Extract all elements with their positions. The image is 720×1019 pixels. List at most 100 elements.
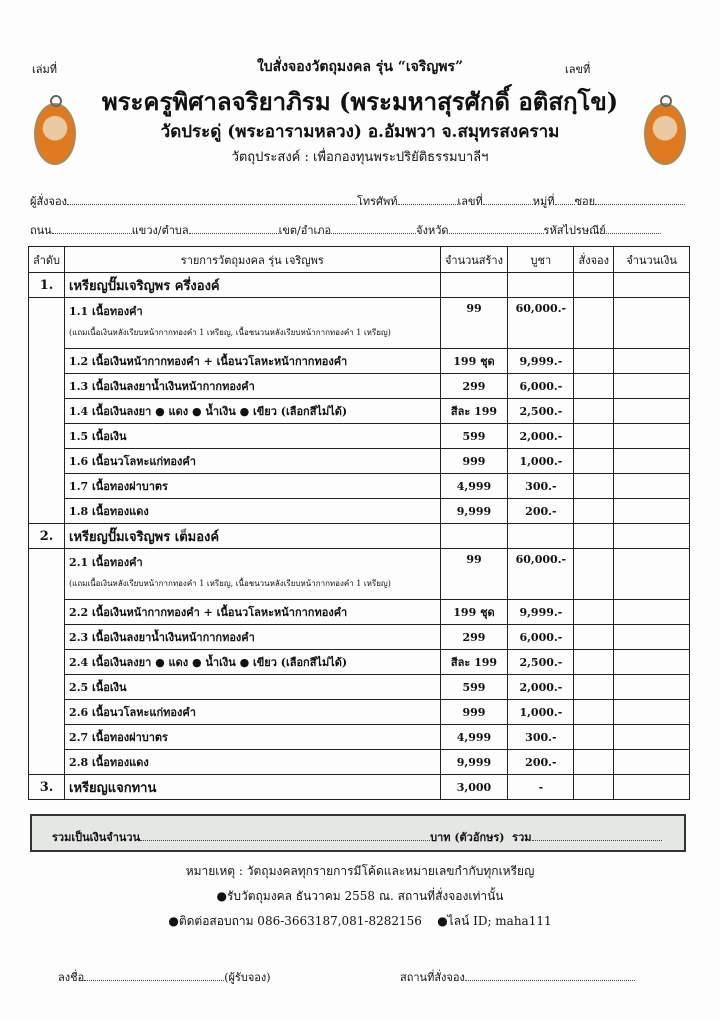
signature-line: ลงชื่อ (ผู้รับจอง) (58, 968, 271, 986)
order-qty-cell[interactable] (573, 674, 615, 700)
amount-cell[interactable] (613, 498, 690, 524)
order-qty-cell[interactable] (573, 473, 615, 499)
item-price: 2,000.- (507, 674, 575, 700)
item-price: 9,999.- (507, 599, 575, 625)
item-qty: 199 ชุด (439, 599, 509, 625)
soi-label: ซอย (574, 195, 596, 208)
house-no-label: เลขที่ (457, 195, 483, 208)
amount-cell[interactable] (613, 523, 690, 549)
amount-cell[interactable] (613, 749, 690, 775)
amount-cell[interactable] (613, 398, 690, 424)
order-qty-cell[interactable] (573, 774, 615, 800)
table-row: 2.3 เนื้อเงินลงยาน้ำเงินหน้ากากทองคำ 299 6… (29, 624, 690, 650)
order-qty-cell[interactable] (573, 498, 615, 524)
item-price: 6,000.- (507, 373, 575, 399)
item-qty: 9,999 (439, 749, 509, 775)
section-qty: 3,000 (439, 774, 509, 800)
sign-field[interactable] (84, 970, 225, 981)
amount-cell[interactable] (613, 373, 690, 399)
amount-cell[interactable] (613, 774, 690, 800)
item-label: 2.2 เนื้อเงินหน้ากากทองคำ + เนื้อนวโลหะห… (69, 606, 348, 619)
order-table: ลำดับ รายการวัตถุมงคล รุ่น เจริญพร จำนวนสร… (27, 246, 690, 800)
item-price: 200.- (507, 749, 575, 775)
form-title: ใบสั่งจองวัตถุมงคล รุ่น “เจริญพร” (256, 59, 464, 75)
amount-cell[interactable] (613, 674, 690, 700)
postcode-field[interactable] (605, 223, 661, 234)
table-row: 1.7 เนื้อทองฝาบาตร 4,999 300.- (29, 473, 690, 499)
order-qty-cell[interactable] (573, 624, 615, 650)
amount-cell[interactable] (613, 272, 690, 298)
column-header: บูชา (507, 246, 575, 273)
blank-number-cell (27, 548, 66, 775)
subdistrict-field[interactable] (188, 223, 279, 234)
amount-cell[interactable] (613, 473, 690, 499)
house-no-field[interactable] (482, 194, 533, 205)
order-qty-cell[interactable] (573, 423, 615, 449)
amount-cell[interactable] (613, 599, 690, 625)
item-label-cell: 2.4 เนื้อเงินลงยา ● แดง ● น้ำเงิน ● เขีย… (64, 649, 441, 675)
item-label: 2.8 เนื้อทองแดง (69, 756, 149, 769)
order-qty-cell[interactable] (573, 548, 615, 600)
blank-number-cell (27, 297, 66, 524)
order-place-label: สถานที่สั่งจอง (400, 971, 465, 984)
line-id: ●ไลน์ ID; maha111 (437, 914, 552, 928)
order-qty-cell[interactable] (573, 649, 615, 675)
item-label-cell: 2.3 เนื้อเงินลงยาน้ำเงินหน้ากากทองคำ (64, 624, 441, 650)
item-label: 2.3 เนื้อเงินลงยาน้ำเงินหน้ากากทองคำ (69, 631, 255, 644)
soi-field[interactable] (595, 194, 686, 205)
item-price: 9,999.- (507, 348, 575, 374)
order-qty-cell[interactable] (573, 398, 615, 424)
amount-cell[interactable] (613, 448, 690, 474)
monk-medal-right-image (644, 95, 686, 165)
road-field[interactable] (51, 223, 132, 234)
phone-field[interactable] (397, 194, 458, 205)
sum-field[interactable] (531, 830, 662, 841)
item-qty: 4,999 (439, 473, 509, 499)
item-qty: 299 (439, 373, 509, 399)
item-price: 1,000.- (507, 699, 575, 725)
table-row: 1.2 เนื้อเงินหน้ากากทองคำ + เนื้อนวโลหะห… (29, 348, 690, 374)
table-row: 1.8 เนื้อทองแดง 9,999 200.- (29, 498, 690, 524)
item-price: 60,000.- (507, 297, 575, 349)
order-qty-cell[interactable] (573, 599, 615, 625)
amount-cell[interactable] (613, 699, 690, 725)
order-place-field[interactable] (464, 970, 635, 981)
order-qty-cell[interactable] (573, 699, 615, 725)
amount-cell[interactable] (613, 297, 690, 349)
amount-cell[interactable] (613, 724, 690, 750)
column-header: สั่งจอง (573, 246, 615, 273)
order-qty-cell[interactable] (573, 523, 615, 549)
item-label-cell: 2.5 เนื้อเงิน (64, 674, 441, 700)
order-qty-cell[interactable] (573, 724, 615, 750)
item-label-cell: 2.8 เนื้อทองแดง (64, 749, 441, 775)
province-field[interactable] (448, 223, 544, 234)
district-field[interactable] (331, 223, 417, 234)
table-row: 1.3 เนื้อเงินลงยาน้ำเงินหน้ากากทองคำ 299 6… (29, 373, 690, 399)
item-qty: 599 (439, 674, 509, 700)
order-qty-cell[interactable] (573, 297, 615, 349)
amount-cell[interactable] (613, 548, 690, 600)
orderer-field[interactable] (66, 194, 357, 205)
amount-cell[interactable] (613, 649, 690, 675)
amount-cell[interactable] (613, 624, 690, 650)
order-qty-cell[interactable] (573, 272, 615, 298)
order-qty-cell[interactable] (573, 749, 615, 775)
item-label-cell: 1.7 เนื้อทองฝาบาตร (64, 473, 441, 499)
order-qty-cell[interactable] (573, 373, 615, 399)
moo-field[interactable] (554, 194, 575, 205)
order-qty-cell[interactable] (573, 348, 615, 374)
table-row: 2.6 เนื้อนวโลหะแก่ทองคำ 999 1,000.- (29, 699, 690, 725)
temple-name: วัดประดู่ (พระอารามหลวง) อ.อัมพวา จ.สมุท… (160, 122, 560, 142)
total-amount-field[interactable] (140, 830, 431, 841)
amount-cell[interactable] (613, 348, 690, 374)
column-header: รายการวัตถุมงคล รุ่น เจริญพร (64, 246, 441, 273)
item-qty: สีละ 199 (439, 649, 509, 675)
amount-cell[interactable] (613, 423, 690, 449)
table-row: 1.4 เนื้อเงินลงยา ● แดง ● น้ำเงิน ● เขีย… (29, 398, 690, 424)
order-qty-cell[interactable] (573, 448, 615, 474)
section-price: - (507, 774, 575, 800)
postcode-label: รหัสไปรษณีย์ (543, 224, 606, 237)
table-row: 1.5 เนื้อเงิน 599 2,000.- (29, 423, 690, 449)
item-label: 1.3 เนื้อเงินลงยาน้ำเงินหน้ากากทองคำ (69, 380, 255, 393)
